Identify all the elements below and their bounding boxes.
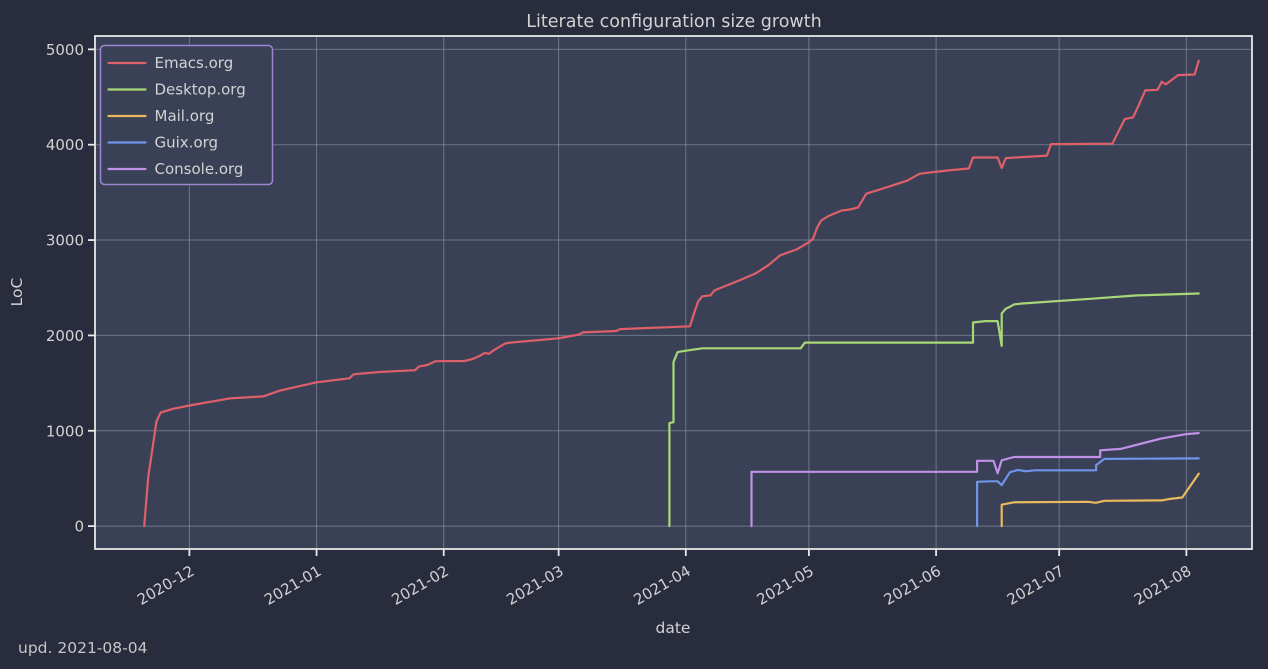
y-tick-label: 5000 xyxy=(46,41,84,59)
x-tick-label: 2021-03 xyxy=(503,562,566,609)
y-tick-label: 3000 xyxy=(46,232,84,250)
x-tick-label: 2021-06 xyxy=(881,562,944,609)
legend-label: Mail.org xyxy=(155,107,215,125)
x-tick-label: 2021-02 xyxy=(388,562,451,609)
legend-box xyxy=(99,44,274,186)
x-tick-label: 2021-04 xyxy=(631,562,694,609)
x-tick-label: 2020-12 xyxy=(134,562,197,609)
tick-marks xyxy=(88,48,1188,556)
y-tick-label: 1000 xyxy=(46,422,84,440)
legend-label: Emacs.org xyxy=(155,54,234,72)
series-line-console-org xyxy=(750,432,1200,528)
series-lines xyxy=(143,59,1200,528)
x-axis-label: date xyxy=(656,619,691,637)
x-tick-label: 2021-08 xyxy=(1131,562,1194,609)
gridlines xyxy=(95,36,1252,549)
y-axis-label: LoC xyxy=(8,278,26,307)
x-tick-label: 2021-01 xyxy=(261,562,324,609)
series-line-guix-org xyxy=(975,457,1200,528)
legend: Emacs.org Desktop.org Mail.org Guix.org Cons… xyxy=(99,44,274,186)
y-tick-labels: 0 1000 2000 3000 4000 5000 xyxy=(46,41,84,536)
axes-frame xyxy=(94,35,1253,550)
x-tick-label: 2021-07 xyxy=(1004,562,1067,609)
series-line-desktop-org xyxy=(668,292,1200,528)
y-tick-label: 2000 xyxy=(46,327,84,345)
plot-area xyxy=(95,36,1252,549)
y-tick-label: 4000 xyxy=(46,136,84,154)
y-tick-label: 0 xyxy=(74,518,84,536)
legend-label: Guix.org xyxy=(155,134,219,152)
legend-label: Console.org xyxy=(155,160,244,178)
series-line-emacs-org xyxy=(143,59,1200,528)
x-tick-labels: 2020-12 2021-01 2021-02 2021-03 2021-04 2021-… xyxy=(134,562,1194,609)
series-line-mail-org xyxy=(1000,472,1200,528)
legend-label: Desktop.org xyxy=(155,81,246,99)
x-tick-label: 2021-05 xyxy=(754,562,817,609)
update-note: upd. 2021-08-04 xyxy=(18,639,147,657)
chart-title: Literate configuration size growth xyxy=(526,12,821,32)
